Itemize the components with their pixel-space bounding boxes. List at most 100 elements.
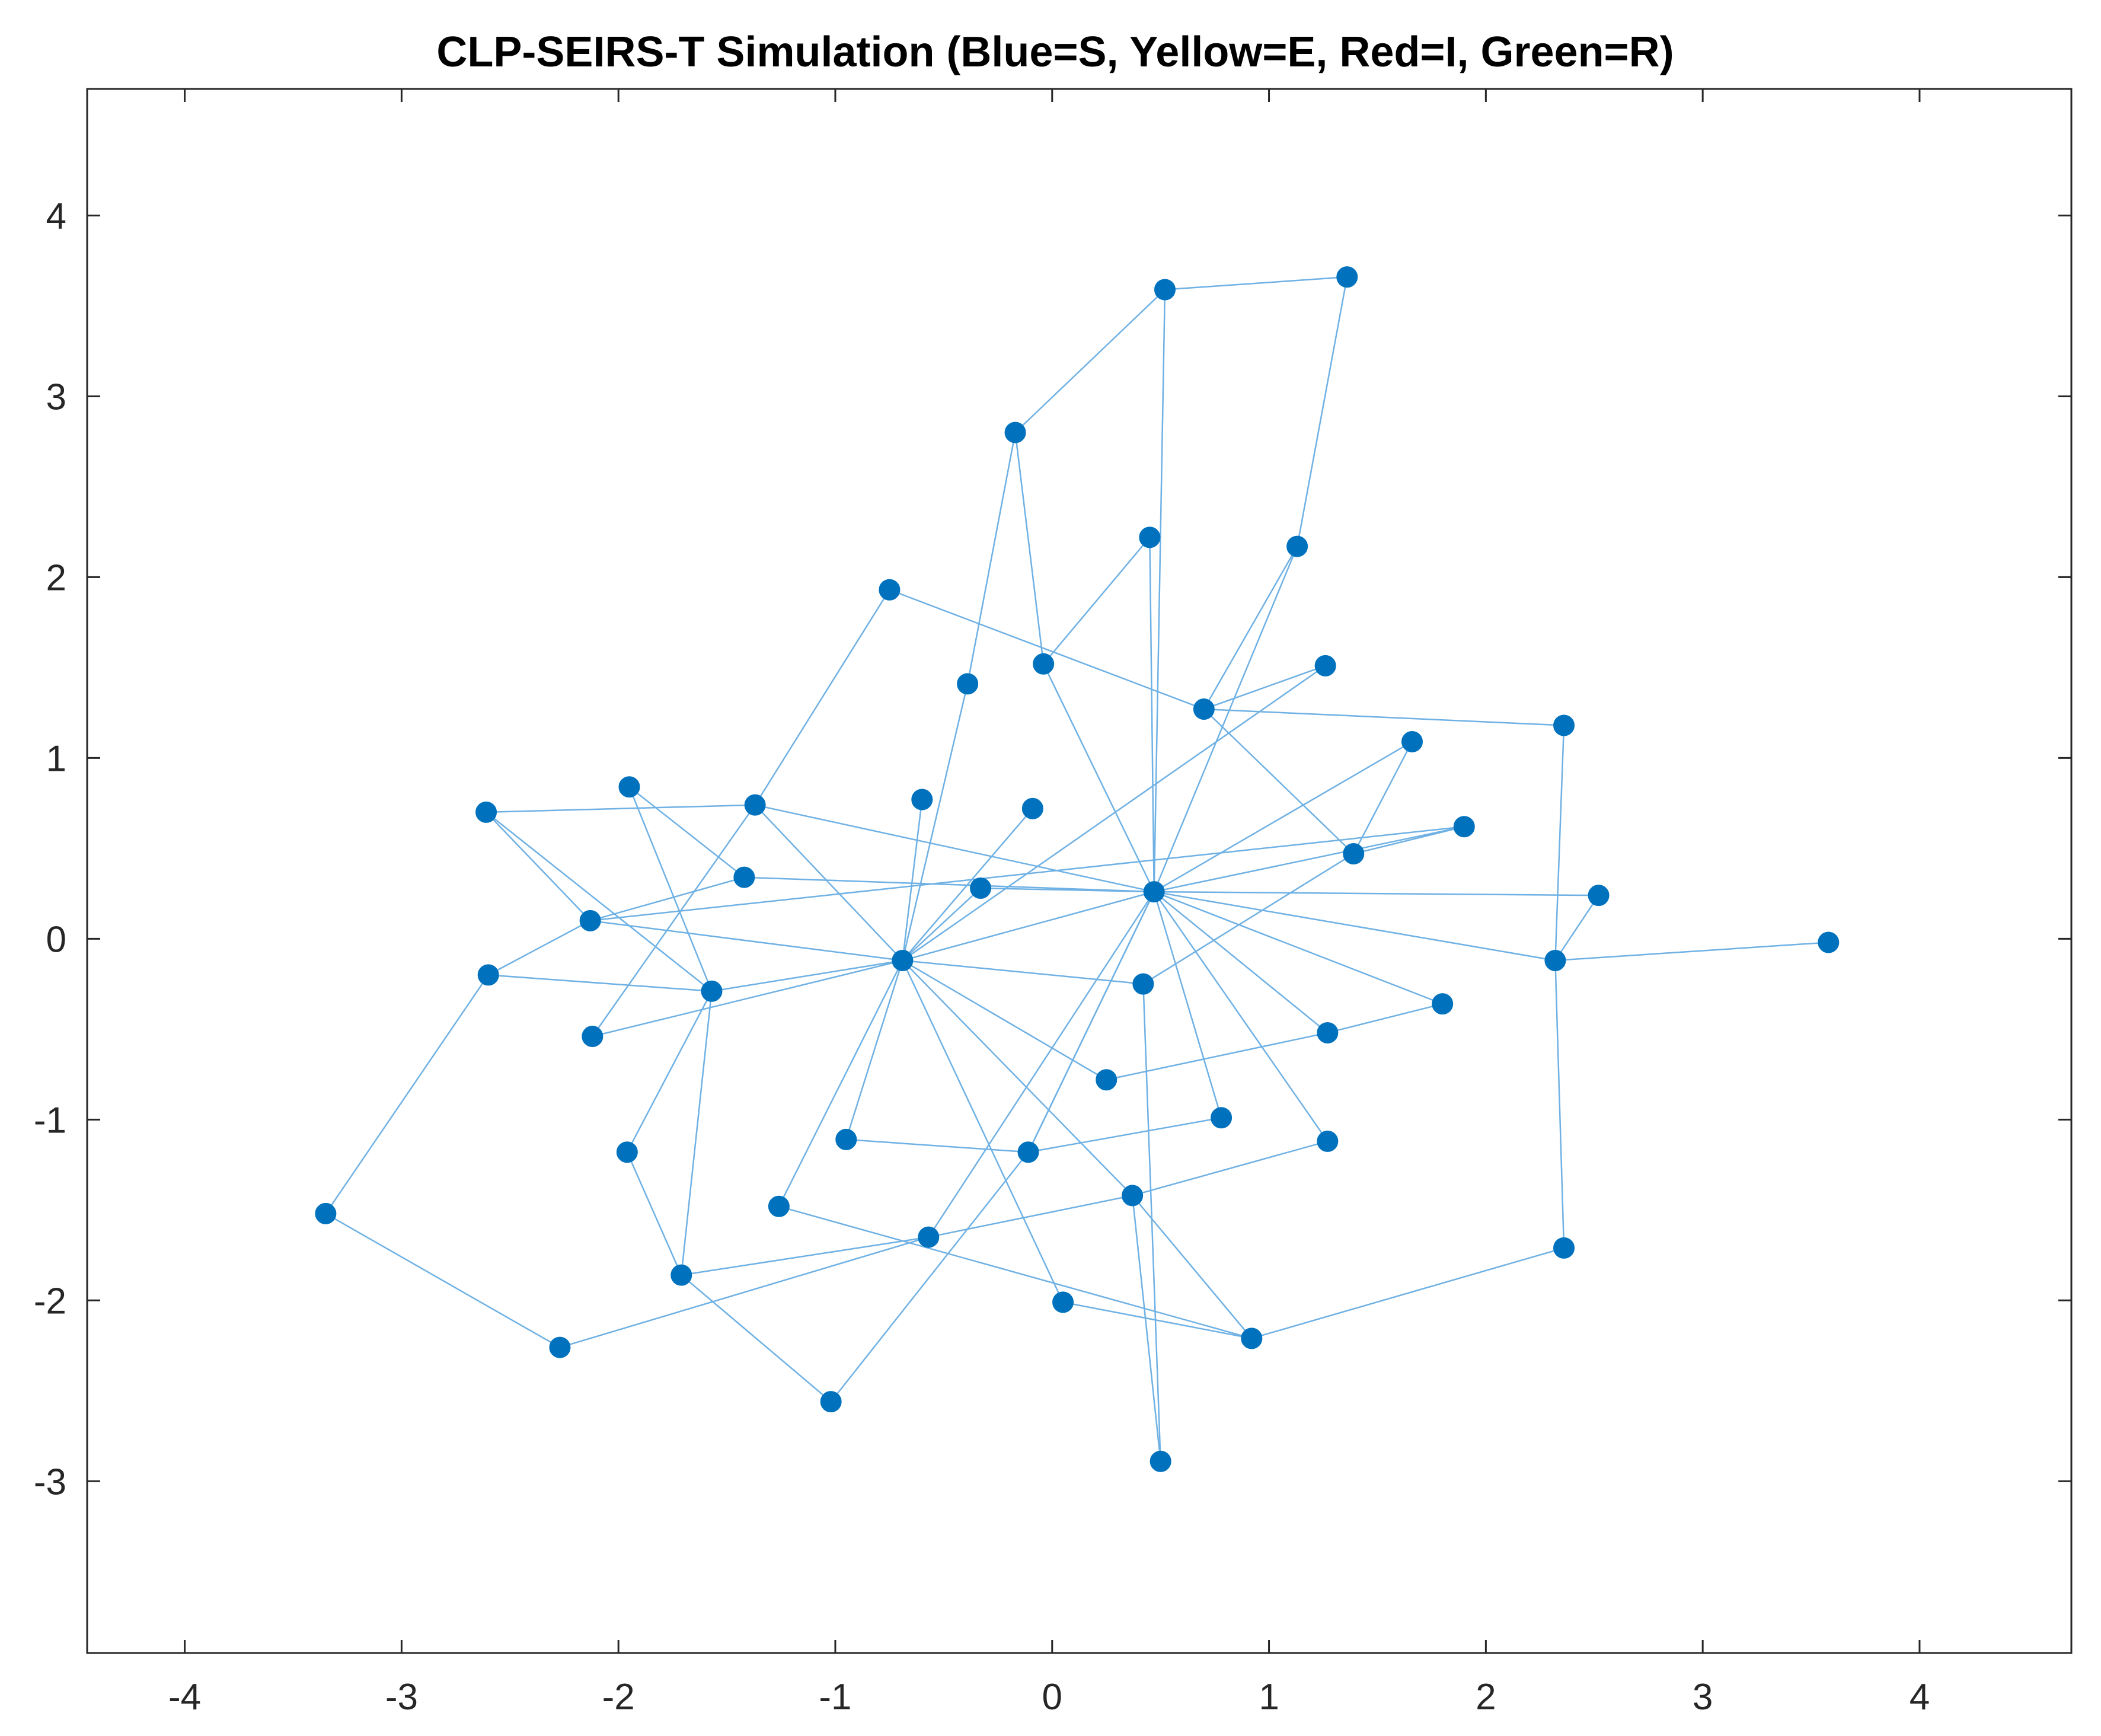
node-point	[1818, 931, 1840, 953]
node-point	[618, 776, 640, 798]
edge-line	[1154, 891, 1443, 1005]
x-tick-label: 4	[1910, 1677, 1930, 1718]
node-point	[315, 1202, 337, 1224]
y-tick-label: 3	[46, 376, 66, 417]
edge-line	[1142, 984, 1161, 1461]
edge-line	[1153, 891, 1222, 1118]
y-tick-label: 4	[46, 196, 66, 237]
node-point	[1150, 1450, 1171, 1472]
edge-line	[628, 786, 745, 878]
edge-line	[325, 974, 489, 1214]
edge-line	[1154, 891, 1599, 896]
node-point	[911, 789, 933, 810]
edge-line	[1203, 665, 1326, 710]
node-point	[1314, 655, 1336, 676]
y-tick-label: 0	[46, 919, 66, 960]
node-point	[1453, 816, 1475, 838]
edge-line	[902, 960, 1133, 1196]
edge-line	[628, 786, 713, 992]
edge-line	[902, 960, 1064, 1303]
edge-line	[1106, 1032, 1328, 1081]
node-point	[744, 794, 766, 816]
edge-line	[488, 974, 712, 993]
edge-line	[981, 887, 1154, 893]
edge-line	[590, 876, 745, 922]
node-point	[1122, 1185, 1144, 1207]
x-tick-label: -3	[385, 1677, 418, 1718]
chart-title: CLP-SEIRS-T Simulation (Blue=S, Yellow=E…	[436, 28, 1674, 76]
edge-line	[1154, 891, 1556, 962]
edge-line	[902, 665, 1326, 961]
edge-line	[1554, 895, 1599, 961]
x-tick-label: 0	[1042, 1677, 1062, 1718]
edge-line	[966, 432, 1016, 684]
edge-line	[1555, 942, 1829, 962]
node-point	[1096, 1069, 1117, 1091]
y-axis: -3 -2 -1 0 1 2 3 4	[34, 196, 2071, 1502]
edge-line	[486, 811, 713, 992]
edge-line	[1014, 432, 1045, 664]
node-point	[970, 877, 992, 899]
x-tick-label: 3	[1693, 1677, 1713, 1718]
y-tick-label: -3	[34, 1461, 66, 1502]
node-point	[1588, 885, 1610, 907]
y-tick-label: -1	[34, 1100, 66, 1141]
edge-line	[928, 1195, 1133, 1238]
edge-line	[1153, 546, 1298, 892]
node-point	[879, 579, 901, 601]
edge-line	[902, 799, 923, 961]
edge-line	[325, 1212, 561, 1348]
x-axis: -4 -3 -2 -1 0 1 2 3 4	[168, 89, 1930, 1718]
edge-line	[928, 891, 1155, 1238]
edge-line	[754, 589, 890, 806]
node-point	[1432, 993, 1454, 1015]
node-point	[579, 910, 601, 931]
node-point	[1154, 279, 1176, 301]
edge-line	[486, 812, 591, 921]
edge-line	[1554, 960, 1565, 1248]
edge-line	[590, 826, 1464, 922]
edge-line	[845, 960, 903, 1140]
node-point	[1193, 698, 1215, 720]
edge-line	[1028, 1117, 1222, 1153]
node-point	[1132, 973, 1154, 995]
edge-line	[902, 891, 1155, 962]
edge-line	[1353, 741, 1413, 854]
node-point	[820, 1391, 842, 1413]
edge-line	[902, 888, 981, 961]
node-point	[616, 1141, 638, 1163]
edge-line	[744, 876, 1154, 893]
edge-line	[626, 1151, 682, 1276]
edge-line	[1164, 276, 1348, 291]
edge-line	[755, 804, 1154, 893]
node-point	[1553, 1237, 1575, 1259]
edge-line	[1203, 708, 1564, 726]
edge-line	[889, 589, 1205, 710]
node-point	[582, 1026, 604, 1048]
node-point	[670, 1264, 692, 1286]
edge-line	[486, 804, 755, 813]
edge-line	[488, 920, 591, 976]
edge-line	[1131, 1195, 1161, 1461]
nodes-layer	[315, 266, 1840, 1472]
node-point	[477, 964, 499, 986]
node-point	[1317, 1130, 1339, 1152]
edge-line	[1327, 1003, 1443, 1034]
y-tick-label: -2	[34, 1281, 66, 1322]
x-tick-label: 1	[1259, 1677, 1279, 1718]
node-point	[1052, 1291, 1074, 1313]
edge-line	[1353, 826, 1465, 855]
node-point	[957, 673, 979, 695]
edge-line	[754, 804, 903, 961]
node-point	[918, 1226, 940, 1248]
edge-line	[1153, 289, 1166, 892]
node-point	[1544, 949, 1566, 971]
edge-line	[1142, 853, 1354, 985]
node-point	[733, 866, 755, 888]
y-tick-label: 1	[46, 738, 66, 779]
edge-line	[902, 959, 1144, 985]
edge-line	[681, 991, 713, 1275]
edges-layer	[325, 276, 1829, 1461]
x-tick-label: 2	[1476, 1677, 1496, 1718]
node-point	[1401, 730, 1423, 752]
